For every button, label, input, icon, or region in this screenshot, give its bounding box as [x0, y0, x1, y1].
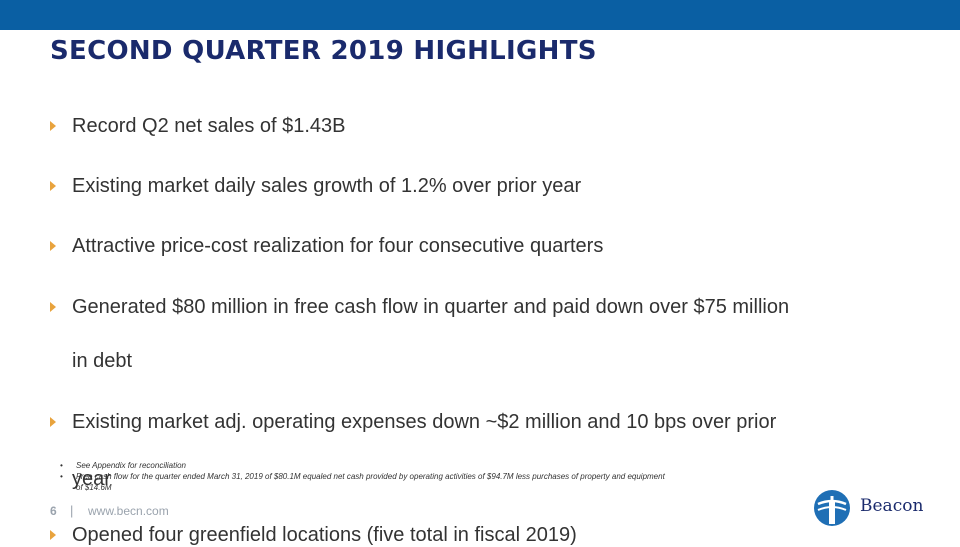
footer-separator: | — [70, 503, 74, 518]
footnote: of $14.6M — [60, 482, 780, 493]
footnotes: • See Appendix for reconciliation • Free… — [60, 460, 780, 493]
top-banner — [0, 0, 960, 30]
footnote-bullet-icon: • — [60, 461, 63, 470]
bullet-marker-icon — [50, 530, 56, 540]
footnote-bullet-icon: • — [60, 472, 63, 481]
bullet-item: Record Q2 net sales of $1.43B — [72, 115, 346, 137]
bullet-item: Existing market adj. operating expenses … — [72, 411, 777, 433]
page-number: 6 — [50, 504, 57, 518]
footnote-text: Free cash flow for the quarter ended Mar… — [76, 472, 665, 481]
footnote-text: of $14.6M — [76, 483, 112, 492]
bullet-item: Generated $80 million in free cash flow … — [72, 296, 790, 318]
bullet-item: Existing market daily sales growth of 1.… — [72, 175, 582, 197]
bullet-marker-icon — [50, 241, 56, 251]
bullet-item-continuation: year — [72, 468, 111, 490]
footnote-text: See Appendix for reconciliation — [76, 461, 186, 470]
slide-title: SECOND QUARTER 2019 HIGHLIGHTS — [50, 36, 597, 66]
bullet-item-continuation: in debt — [72, 350, 133, 372]
beacon-logo-icon — [814, 490, 850, 526]
bullet-item: Attractive price-cost realization for fo… — [72, 235, 604, 257]
bullet-marker-icon — [50, 181, 56, 191]
footnote: • Free cash flow for the quarter ended M… — [60, 471, 780, 482]
bullet-marker-icon — [50, 417, 56, 427]
website-link[interactable]: www.becn.com — [88, 504, 169, 518]
logo-text: Beacon — [860, 496, 924, 516]
bullet-marker-icon — [50, 302, 56, 312]
footnote: • See Appendix for reconciliation — [60, 460, 780, 471]
bullet-marker-icon — [50, 121, 56, 131]
bullet-item: Opened four greenfield locations (five t… — [72, 524, 577, 546]
beacon-logo: Beacon — [812, 488, 942, 528]
